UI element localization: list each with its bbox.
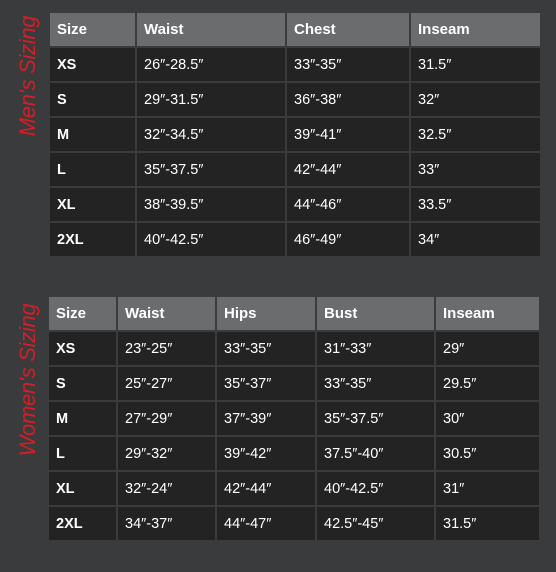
inseam-cell: 32″ [411, 83, 540, 116]
table-row: 2XL 40″-42.5″ 46″-49″ 34″ [50, 223, 540, 256]
size-cell: S [49, 367, 116, 400]
waist-cell: 26″-28.5″ [137, 48, 285, 81]
bust-cell: 40″-42.5″ [317, 472, 434, 505]
hips-cell: 33″-35″ [217, 332, 315, 365]
mens-size-table: Size Waist Chest Inseam XS 26″-28.5″ 33″… [48, 11, 542, 258]
inseam-cell: 32.5″ [411, 118, 540, 151]
waist-cell: 29″-31.5″ [137, 83, 285, 116]
inseam-cell: 33″ [411, 153, 540, 186]
size-cell: S [50, 83, 135, 116]
size-cell: M [49, 402, 116, 435]
header-size: Size [49, 297, 116, 330]
table-header-row: Size Waist Chest Inseam [50, 13, 540, 46]
header-size: Size [50, 13, 135, 46]
header-hips: Hips [217, 297, 315, 330]
hips-cell: 42″-44″ [217, 472, 315, 505]
womens-sizing-section: Women's Sizing Size Waist Hips Bust Inse… [0, 284, 556, 572]
waist-cell: 40″-42.5″ [137, 223, 285, 256]
waist-cell: 27″-29″ [118, 402, 215, 435]
header-inseam: Inseam [436, 297, 539, 330]
header-chest: Chest [287, 13, 409, 46]
waist-cell: 38″-39.5″ [137, 188, 285, 221]
waist-cell: 32″-34.5″ [137, 118, 285, 151]
bust-cell: 31″-33″ [317, 332, 434, 365]
table-row: L 35″-37.5″ 42″-44″ 33″ [50, 153, 540, 186]
waist-cell: 32″-24″ [118, 472, 215, 505]
waist-cell: 34″-37″ [118, 507, 215, 540]
mens-sizing-section: Men's Sizing Size Waist Chest Inseam XS … [0, 0, 556, 280]
inseam-cell: 29.5″ [436, 367, 539, 400]
womens-size-table: Size Waist Hips Bust Inseam XS 23″-25″ 3… [47, 295, 541, 542]
inseam-cell: 31″ [436, 472, 539, 505]
chest-cell: 44″-46″ [287, 188, 409, 221]
inseam-cell: 34″ [411, 223, 540, 256]
size-cell: L [49, 437, 116, 470]
table-row: S 29″-31.5″ 36″-38″ 32″ [50, 83, 540, 116]
hips-cell: 44″-47″ [217, 507, 315, 540]
inseam-cell: 30.5″ [436, 437, 539, 470]
waist-cell: 29″-32″ [118, 437, 215, 470]
inseam-cell: 31.5″ [436, 507, 539, 540]
table-row: 2XL 34″-37″ 44″-47″ 42.5″-45″ 31.5″ [49, 507, 539, 540]
table-row: M 27″-29″ 37″-39″ 35″-37.5″ 30″ [49, 402, 539, 435]
table-row: XS 26″-28.5″ 33″-35″ 31.5″ [50, 48, 540, 81]
table-row: XL 32″-24″ 42″-44″ 40″-42.5″ 31″ [49, 472, 539, 505]
table-header-row: Size Waist Hips Bust Inseam [49, 297, 539, 330]
table-row: S 25″-27″ 35″-37″ 33″-35″ 29.5″ [49, 367, 539, 400]
hips-cell: 35″-37″ [217, 367, 315, 400]
chest-cell: 42″-44″ [287, 153, 409, 186]
inseam-cell: 31.5″ [411, 48, 540, 81]
table-row: L 29″-32″ 39″-42″ 37.5″-40″ 30.5″ [49, 437, 539, 470]
table-row: M 32″-34.5″ 39″-41″ 32.5″ [50, 118, 540, 151]
table-row: XL 38″-39.5″ 44″-46″ 33.5″ [50, 188, 540, 221]
mens-sizing-label: Men's Sizing [15, 15, 40, 137]
waist-cell: 35″-37.5″ [137, 153, 285, 186]
chest-cell: 39″-41″ [287, 118, 409, 151]
size-cell: M [50, 118, 135, 151]
chest-cell: 36″-38″ [287, 83, 409, 116]
header-waist: Waist [118, 297, 215, 330]
inseam-cell: 33.5″ [411, 188, 540, 221]
waist-cell: 25″-27″ [118, 367, 215, 400]
bust-cell: 35″-37.5″ [317, 402, 434, 435]
header-inseam: Inseam [411, 13, 540, 46]
size-cell: XL [49, 472, 116, 505]
inseam-cell: 30″ [436, 402, 539, 435]
header-waist: Waist [137, 13, 285, 46]
bust-cell: 33″-35″ [317, 367, 434, 400]
waist-cell: 23″-25″ [118, 332, 215, 365]
size-cell: L [50, 153, 135, 186]
hips-cell: 39″-42″ [217, 437, 315, 470]
size-cell: 2XL [49, 507, 116, 540]
size-cell: XS [49, 332, 116, 365]
bust-cell: 37.5″-40″ [317, 437, 434, 470]
size-cell: 2XL [50, 223, 135, 256]
size-cell: XL [50, 188, 135, 221]
chest-cell: 46″-49″ [287, 223, 409, 256]
size-cell: XS [50, 48, 135, 81]
header-bust: Bust [317, 297, 434, 330]
inseam-cell: 29″ [436, 332, 539, 365]
womens-sizing-label: Women's Sizing [15, 303, 40, 457]
hips-cell: 37″-39″ [217, 402, 315, 435]
chest-cell: 33″-35″ [287, 48, 409, 81]
table-row: XS 23″-25″ 33″-35″ 31″-33″ 29″ [49, 332, 539, 365]
bust-cell: 42.5″-45″ [317, 507, 434, 540]
